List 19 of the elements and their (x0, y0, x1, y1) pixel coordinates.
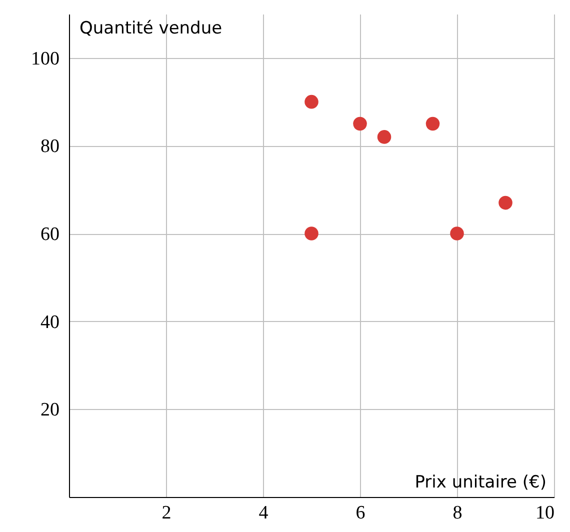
point (498, 196, 512, 210)
y-tick-label: 80 (40, 136, 60, 158)
x-tick-label: 6 (356, 502, 366, 524)
x-tick-label: 4 (258, 502, 269, 524)
point (353, 116, 367, 131)
point (304, 226, 318, 240)
point (426, 116, 440, 131)
y-axis-title: Quantité vendue (80, 18, 222, 38)
point (304, 94, 318, 109)
point (450, 226, 464, 240)
y-tick-label: 60 (40, 224, 60, 246)
x-axis-title: Prix unitaire (€) (414, 472, 546, 492)
x-tick-label: 8 (452, 502, 462, 524)
y-tick-label: 100 (31, 48, 60, 70)
x-tick-label: 10 (536, 502, 554, 524)
x-tick-label: 2 (162, 502, 172, 524)
y-tick-label: 40 (40, 312, 60, 333)
y-tick-label: 20 (40, 400, 60, 421)
point (377, 130, 392, 144)
